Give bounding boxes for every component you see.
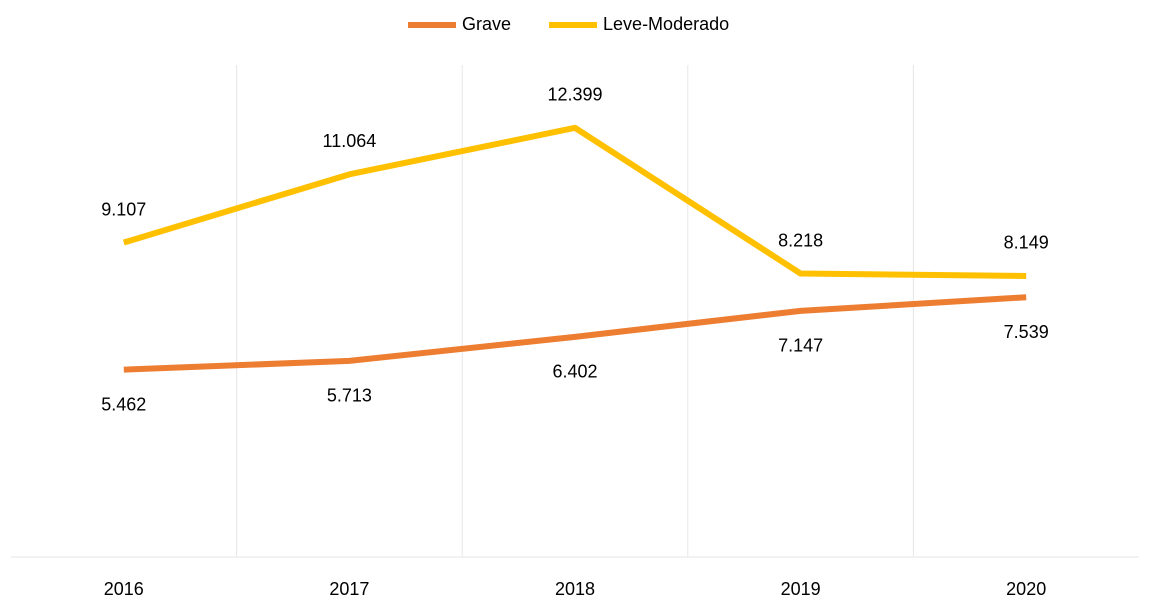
data-label: 9.107 — [101, 199, 146, 219]
data-label: 6.402 — [552, 362, 597, 382]
legend-label: Leve-Moderado — [603, 14, 729, 34]
x-tick-label: 2016 — [104, 579, 144, 599]
x-tick-label: 2018 — [555, 579, 595, 599]
data-label: 5.462 — [101, 394, 146, 414]
data-label: 7.147 — [778, 336, 823, 356]
data-label: 8.218 — [778, 230, 823, 250]
x-tick-label: 2017 — [329, 579, 369, 599]
line-series — [122, 124, 1027, 279]
data-label: 7.539 — [1004, 322, 1049, 342]
x-tick-label: 2020 — [1006, 579, 1046, 599]
data-label: 8.149 — [1004, 233, 1049, 253]
data-label: 5.713 — [327, 386, 372, 406]
x-tick-label: 2019 — [781, 579, 821, 599]
data-label: 11.064 — [323, 131, 377, 151]
legend-label: Grave — [462, 14, 511, 34]
line-series — [123, 294, 1027, 373]
data-label: 12.399 — [547, 85, 602, 105]
